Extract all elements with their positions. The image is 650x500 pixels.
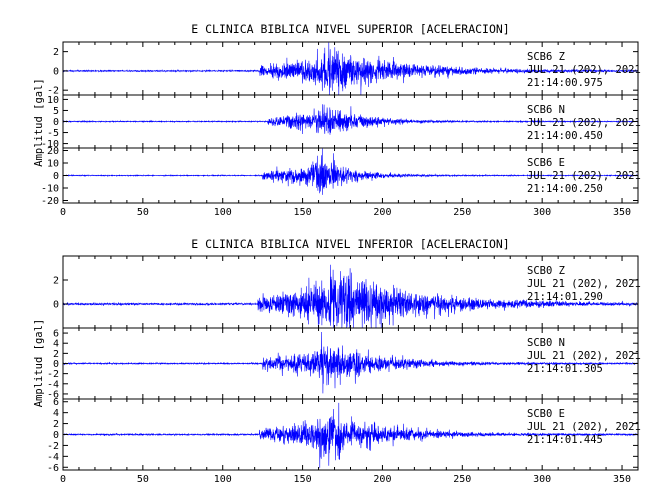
waveform-line xyxy=(62,148,639,195)
x-tick-label: 350 xyxy=(613,474,631,485)
y-tick-label: -4 xyxy=(47,379,59,390)
time-label: 21:14:00.450 xyxy=(527,130,603,142)
x-tick-label: 50 xyxy=(137,207,149,218)
y-tick-label: -2 xyxy=(47,369,59,380)
y-tick-label: 6 xyxy=(53,397,59,408)
y-tick-label: -6 xyxy=(47,463,59,474)
x-tick-label: 0 xyxy=(60,207,66,218)
x-tick-label: 250 xyxy=(453,207,471,218)
waveform-line xyxy=(62,42,639,95)
date-label: JUL 21 (202), 2021 xyxy=(527,64,641,76)
y-tick-label: 20 xyxy=(47,146,59,157)
station-label: SCB0 Z xyxy=(527,265,565,277)
x-tick-label: 200 xyxy=(373,207,391,218)
y-tick-label: -2 xyxy=(47,86,59,97)
x-tick-label: 50 xyxy=(137,474,149,485)
station-label: SCB6 E xyxy=(527,157,565,169)
chart-title: E CLINICA BIBLICA NIVEL INFERIOR [ACELER… xyxy=(191,237,510,251)
x-tick-label: 150 xyxy=(294,474,312,485)
time-label: 21:14:01.290 xyxy=(527,291,603,303)
x-tick-label: 350 xyxy=(613,207,631,218)
y-tick-label: 2 xyxy=(53,276,59,287)
y-tick-label: -2 xyxy=(47,441,59,452)
chart-panel-superior: E CLINICA BIBLICA NIVEL SUPERIOR [ACELER… xyxy=(33,22,641,218)
x-tick-label: 300 xyxy=(533,474,551,485)
y-tick-label: 0 xyxy=(53,117,59,128)
waveform-line xyxy=(62,331,639,394)
y-tick-label: 5 xyxy=(53,106,59,117)
waveform-line xyxy=(62,402,639,468)
y-tick-label: 0 xyxy=(53,359,59,370)
chart-title: E CLINICA BIBLICA NIVEL SUPERIOR [ACELER… xyxy=(191,22,510,36)
y-tick-label: 2 xyxy=(53,47,59,58)
waveform-line xyxy=(62,264,639,328)
station-label: SCB6 N xyxy=(527,104,565,116)
x-tick-label: 100 xyxy=(214,474,232,485)
y-tick-label: 6 xyxy=(53,329,59,340)
time-label: 21:14:00.250 xyxy=(527,183,603,195)
station-label: SCB0 N xyxy=(527,337,565,349)
x-tick-label: 200 xyxy=(373,474,391,485)
time-label: 21:14:01.305 xyxy=(527,363,603,375)
y-tick-label: 0 xyxy=(53,66,59,77)
y-tick-label: 2 xyxy=(53,419,59,430)
date-label: JUL 21 (202), 2021 xyxy=(527,421,641,433)
time-label: 21:14:00.975 xyxy=(527,77,603,89)
date-label: JUL 21 (202), 2021 xyxy=(527,170,641,182)
y-tick-label: -4 xyxy=(47,452,59,463)
y-tick-label: 0 xyxy=(53,430,59,441)
waveform-line xyxy=(62,104,639,135)
y-tick-label: -10 xyxy=(41,184,59,195)
y-tick-label: -5 xyxy=(47,128,59,139)
station-label: SCB0 E xyxy=(527,408,565,420)
y-tick-label: -10 xyxy=(41,139,59,150)
y-tick-label: -20 xyxy=(41,196,59,207)
x-tick-label: 150 xyxy=(294,207,312,218)
chart-panel-inferior: E CLINICA BIBLICA NIVEL INFERIOR [ACELER… xyxy=(33,237,641,485)
y-tick-label: 10 xyxy=(47,95,59,106)
y-tick-label: 0 xyxy=(53,171,59,182)
time-label: 21:14:01.445 xyxy=(527,434,603,446)
y-tick-label: 4 xyxy=(53,339,59,350)
x-tick-label: 300 xyxy=(533,207,551,218)
y-tick-label: 0 xyxy=(53,300,59,311)
y-axis-label: Amplitud [gal] xyxy=(33,319,45,408)
date-label: JUL 21 (202), 2021 xyxy=(527,350,641,362)
y-tick-label: 2 xyxy=(53,349,59,360)
y-tick-label: 10 xyxy=(47,159,59,170)
y-tick-label: -6 xyxy=(47,389,59,400)
x-tick-label: 250 xyxy=(453,474,471,485)
date-label: JUL 21 (202), 2021 xyxy=(527,278,641,290)
y-axis-label: Amplitud [gal] xyxy=(33,78,45,167)
x-tick-label: 100 xyxy=(214,207,232,218)
station-label: SCB6 Z xyxy=(527,51,565,63)
y-tick-label: 4 xyxy=(53,408,59,419)
date-label: JUL 21 (202), 2021 xyxy=(527,117,641,129)
x-tick-label: 0 xyxy=(60,474,66,485)
